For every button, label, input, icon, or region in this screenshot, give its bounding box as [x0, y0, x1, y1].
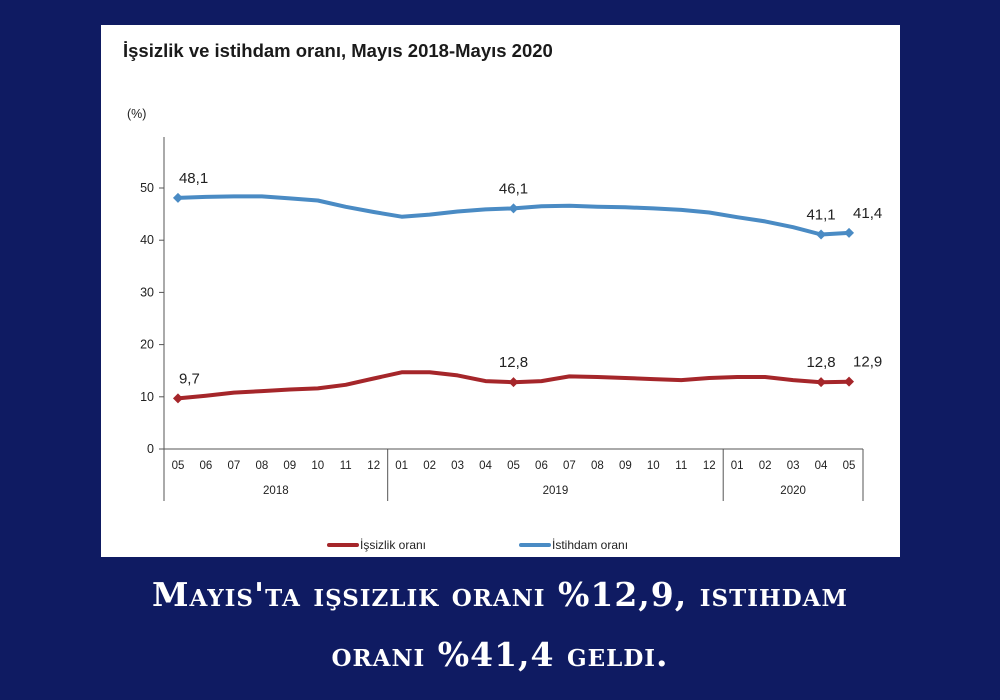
- x-tick-label: 07: [228, 460, 241, 472]
- x-tick-label: 11: [340, 460, 352, 472]
- data-label: 41,1: [806, 206, 835, 223]
- data-marker: [172, 393, 183, 404]
- x-tick-label: 01: [395, 460, 408, 472]
- x-tick-label: 02: [759, 460, 772, 472]
- y-tick-label: 30: [140, 285, 154, 299]
- x-tick-label: 04: [815, 460, 828, 472]
- y-tick-label: 20: [140, 338, 154, 352]
- data-label: 9,7: [179, 370, 200, 387]
- year-label: 2018: [263, 485, 289, 497]
- headline-caption: Mayıs'ta işsizlik oranı %12,9, istihdam …: [0, 565, 1000, 695]
- legend-label: İstihdam oranı: [552, 538, 628, 552]
- data-marker: [508, 203, 519, 214]
- series-line-employment: [176, 194, 851, 237]
- chart-card: İşsizlik ve istihdam oranı, Mayıs 2018-M…: [101, 25, 900, 557]
- data-label: 12,8: [499, 354, 528, 371]
- data-label: 48,1: [179, 170, 208, 187]
- x-tick-label: 07: [563, 460, 576, 472]
- data-label: 12,9: [853, 354, 882, 371]
- data-marker: [844, 227, 855, 238]
- x-tick-label: 05: [172, 460, 185, 472]
- line-chart: İşsizlik ve istihdam oranı, Mayıs 2018-M…: [123, 40, 882, 552]
- legend-label: İşsizlik oranı: [360, 538, 426, 552]
- headline-line-2: oranı %41,4 geldi.: [331, 635, 669, 674]
- data-marker: [816, 377, 827, 388]
- data-marker: [172, 192, 183, 203]
- x-tick-label: 02: [423, 460, 436, 472]
- x-tick-label: 06: [535, 460, 548, 472]
- x-tick-label: 10: [647, 460, 660, 472]
- data-label: 12,8: [806, 354, 835, 371]
- data-marker: [816, 229, 827, 240]
- y-tick-label: 50: [140, 181, 154, 195]
- data-marker: [844, 376, 855, 387]
- x-tick-label: 09: [619, 460, 632, 472]
- year-label: 2020: [780, 485, 806, 497]
- x-tick-label: 03: [787, 460, 800, 472]
- x-tick-label: 10: [311, 460, 324, 472]
- x-tick-label: 11: [675, 460, 687, 472]
- chart-title: İşsizlik ve istihdam oranı, Mayıs 2018-M…: [123, 40, 553, 61]
- y-tick-label: 0: [147, 442, 154, 456]
- x-tick-label: 12: [703, 460, 716, 472]
- x-tick-label: 08: [255, 460, 268, 472]
- x-tick-label: 12: [367, 460, 380, 472]
- data-label: 46,1: [499, 180, 528, 197]
- year-label: 2019: [543, 485, 569, 497]
- x-tick-label: 05: [843, 460, 856, 472]
- x-tick-label: 01: [731, 460, 744, 472]
- y-axis-label: (%): [127, 107, 146, 121]
- x-tick-label: 05: [507, 460, 520, 472]
- y-tick-label: 40: [140, 233, 154, 247]
- data-marker: [508, 377, 519, 388]
- x-tick-label: 08: [591, 460, 604, 472]
- x-tick-label: 06: [200, 460, 213, 472]
- data-label: 41,4: [853, 205, 882, 222]
- x-tick-label: 09: [283, 460, 296, 472]
- y-tick-label: 10: [140, 390, 154, 404]
- x-tick-label: 04: [479, 460, 492, 472]
- x-tick-label: 03: [451, 460, 464, 472]
- headline-line-1: Mayıs'ta işsizlik oranı %12,9, istihdam: [152, 575, 848, 614]
